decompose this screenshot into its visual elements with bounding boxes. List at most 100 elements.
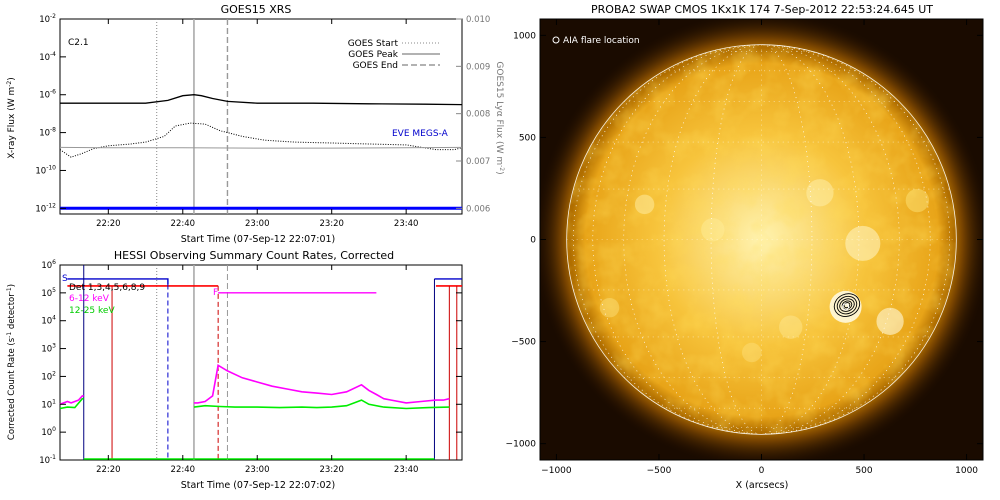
goes-y-tick-label: 10-8 xyxy=(39,127,56,139)
goes-series-1 xyxy=(59,122,463,158)
goes-axes-group: 22:20 22:40 23:00 23:20 23:40 10-2 10-4 10-6 10-… xyxy=(35,13,490,229)
swap-x-tick-label: −1000 xyxy=(541,466,572,476)
goes-x-tick-label: 23:20 xyxy=(319,219,344,229)
hessi-x-tick-label: 22:20 xyxy=(96,465,121,475)
flare-location-marker xyxy=(842,303,850,311)
hessi-flag-f: F xyxy=(213,288,218,298)
swap-y-tick-label: 500 xyxy=(519,133,536,143)
disk-bright-region xyxy=(742,342,762,363)
disk-bright-region xyxy=(845,225,881,261)
swap-x-tick-label: 500 xyxy=(855,466,872,476)
goes-panel-title: GOES15 XRS xyxy=(221,3,292,16)
hessi-y-tick-label: 106 xyxy=(41,259,56,271)
legend-flare-marker xyxy=(552,36,560,44)
legend-goes-peak: GOES Peak xyxy=(348,50,398,60)
swap-x-tick-label: 1000 xyxy=(955,466,978,476)
flare-contour xyxy=(843,302,851,309)
swap-x-axis-label: X (arcsecs) xyxy=(736,480,789,491)
legend-goes-start: GOES Start xyxy=(348,39,399,49)
swap-y-tick-label: −1000 xyxy=(506,440,537,450)
swap-x-tick-label: −500 xyxy=(647,466,672,476)
disk-bright-region xyxy=(599,297,620,318)
disk-bright-region xyxy=(806,179,834,207)
goes-x-tick-label: 23:40 xyxy=(394,219,419,229)
goes-series-0 xyxy=(60,94,463,106)
flare-contour xyxy=(833,293,861,317)
goes-xrs-panel: GOES15 XRS 22:20 22:40 23:00 23:20 23:40 10-2… xyxy=(6,3,505,245)
hessi-x-tick-label: 23:40 xyxy=(394,465,419,475)
hessi-plot-frame xyxy=(59,264,463,461)
goes-x-tick-label: 23:00 xyxy=(245,219,270,229)
legend-goes-end: GOES End xyxy=(353,61,398,71)
disk-features xyxy=(599,179,930,363)
flare-contour xyxy=(839,298,855,312)
hessi-y-tick-label: 101 xyxy=(41,398,56,410)
goes-y-tick-label: 10-4 xyxy=(39,51,56,63)
legend-6-12-kev: 6-12 keV xyxy=(69,294,110,304)
goes-y2-tick-label: 0.006 xyxy=(466,204,490,214)
grid-longitude xyxy=(592,44,931,435)
hessi-x-axis-label: Start Time (07-Sep-12 22:07:02) xyxy=(181,480,336,491)
disk-bright-region xyxy=(876,307,904,335)
goes-y2-tick-label: 0.008 xyxy=(466,110,490,120)
goes-y2-axis-label: GOES15 Lyα Flux (W m-2) xyxy=(494,61,505,174)
swap-y-tick-label: −500 xyxy=(511,338,536,348)
hessi-series-group xyxy=(59,265,462,460)
goes-x-axis-label: Start Time (07-Sep-12 22:07:01) xyxy=(181,234,336,245)
hessi-detector-label: Det 1,3,4,5,6,8,9 xyxy=(69,283,145,293)
hessi-y-tick-label: 103 xyxy=(41,343,56,355)
goes-y-tick-label: 10-12 xyxy=(35,202,56,214)
grid-longitude xyxy=(623,44,900,435)
swap-y-tick-label: 1000 xyxy=(513,31,536,41)
goes-y-tick-label: 10-2 xyxy=(39,13,56,25)
swap-y-tick-label: 0 xyxy=(530,236,536,246)
hessi-flag-s: S xyxy=(62,274,68,284)
goes-x-tick-label: 22:20 xyxy=(96,219,121,229)
hessi-series-0-seg-0 xyxy=(59,395,84,406)
hessi-y-tick-label: 104 xyxy=(41,315,56,327)
hessi-x-tick-label: 22:40 xyxy=(171,465,196,475)
flare-contour xyxy=(836,295,858,315)
solar-limb xyxy=(566,44,957,435)
hessi-y-tick-label: 10-1 xyxy=(39,454,56,466)
swap-axes-group: −1000 −500 0 500 1000 1000 500 0 −500 −1000 xyxy=(506,19,983,476)
goes-y2-tick-label: 0.007 xyxy=(466,157,490,167)
hessi-series-1-seg-1 xyxy=(193,399,450,410)
hessi-series-0-seg-1 xyxy=(194,364,450,404)
goes-y-tick-label: 10-6 xyxy=(39,89,56,101)
goes-series-group xyxy=(59,19,463,214)
disk-bright-region xyxy=(634,194,655,215)
eve-megs-label: EVE MEGS-A xyxy=(392,129,449,139)
swap-x-tick-label: 0 xyxy=(759,466,765,476)
hessi-axes-group: 22:20 22:40 23:00 23:20 23:40 106 105 104 103 102… xyxy=(39,259,462,475)
goes-y-tick-label: 10-10 xyxy=(35,164,56,176)
hessi-series-1-seg-0 xyxy=(59,397,84,410)
hessi-x-tick-label: 23:00 xyxy=(245,465,270,475)
grid-longitude xyxy=(710,44,813,435)
goes-series-2 xyxy=(59,146,463,149)
goes-legend: GOES Start GOES Peak GOES End xyxy=(348,39,440,71)
goes-x-tick-label: 22:40 xyxy=(171,219,196,229)
hessi-panel: HESSI Observing Summary Count Rates, Cor… xyxy=(6,249,463,491)
goes-y2-tick-label: 0.010 xyxy=(466,15,490,25)
legend-12-25-kev: 12-25 keV xyxy=(69,306,115,316)
disk-bright-region xyxy=(701,218,725,242)
grid-longitude xyxy=(663,44,860,435)
goes-flare-class: C2.1 xyxy=(68,38,89,48)
swap-panel-title: PROBA2 SWAP CMOS 1Kx1K 174 7-Sep-2012 22… xyxy=(591,3,933,16)
hessi-y-axis-label: Corrected Count Rate (s-1 detector-1) xyxy=(6,284,17,440)
aia-flare-contours xyxy=(829,290,862,323)
swap-image-panel: PROBA2 SWAP CMOS 1Kx1K 174 7-Sep-2012 22… xyxy=(506,3,984,491)
goes-y-axis-label: X-ray Flux (W m-2) xyxy=(6,77,17,158)
hessi-panel-title: HESSI Observing Summary Count Rates, Cor… xyxy=(114,249,394,262)
goes-plot-frame xyxy=(59,18,463,215)
hessi-x-tick-label: 23:20 xyxy=(319,465,344,475)
disk-texture xyxy=(566,44,957,435)
grid-longitude xyxy=(573,44,950,435)
hessi-y-tick-label: 105 xyxy=(41,287,56,299)
hessi-flag-s-bar xyxy=(67,278,169,285)
heliographic-grid xyxy=(566,44,957,435)
legend-aia-flare-location: AIA flare location xyxy=(563,36,640,46)
hessi-y-tick-label: 100 xyxy=(41,426,56,438)
